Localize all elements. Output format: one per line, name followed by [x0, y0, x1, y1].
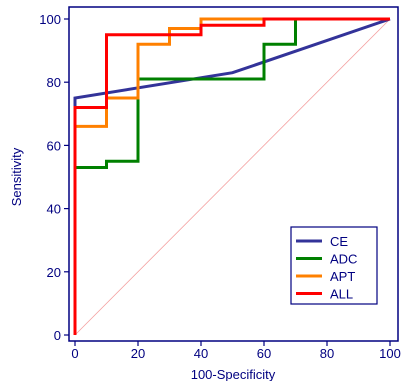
plot-frame — [68, 6, 399, 342]
series-line-all — [73, 17, 390, 335]
y-tick-label: 60 — [47, 138, 61, 153]
y-tick-label: 20 — [47, 265, 61, 280]
legend-label-ce: CE — [330, 234, 348, 249]
legend-label-apt: APT — [330, 269, 355, 284]
x-tick-label: 0 — [71, 346, 78, 361]
legend-box — [290, 226, 378, 305]
y-tick-label: 80 — [47, 75, 61, 90]
y-tick-label: 0 — [54, 328, 61, 343]
legend-label-all: ALL — [330, 287, 353, 302]
x-tick-label: 60 — [257, 346, 271, 361]
y-tick-label: 100 — [39, 12, 61, 27]
y-axis-title: Sensitivity — [9, 147, 24, 206]
legend-label-adc: ADC — [330, 252, 357, 267]
x-tick-label: 40 — [194, 346, 208, 361]
legend: CE ADC APT ALL — [290, 226, 378, 305]
x-tick-label: 100 — [379, 346, 401, 361]
y-tick-label: 40 — [47, 202, 61, 217]
x-tick-label: 80 — [320, 346, 334, 361]
x-axis-title: 100-Specificity — [191, 367, 276, 381]
x-tick-label: 20 — [131, 346, 145, 361]
diagonal-reference-line — [74, 18, 391, 336]
